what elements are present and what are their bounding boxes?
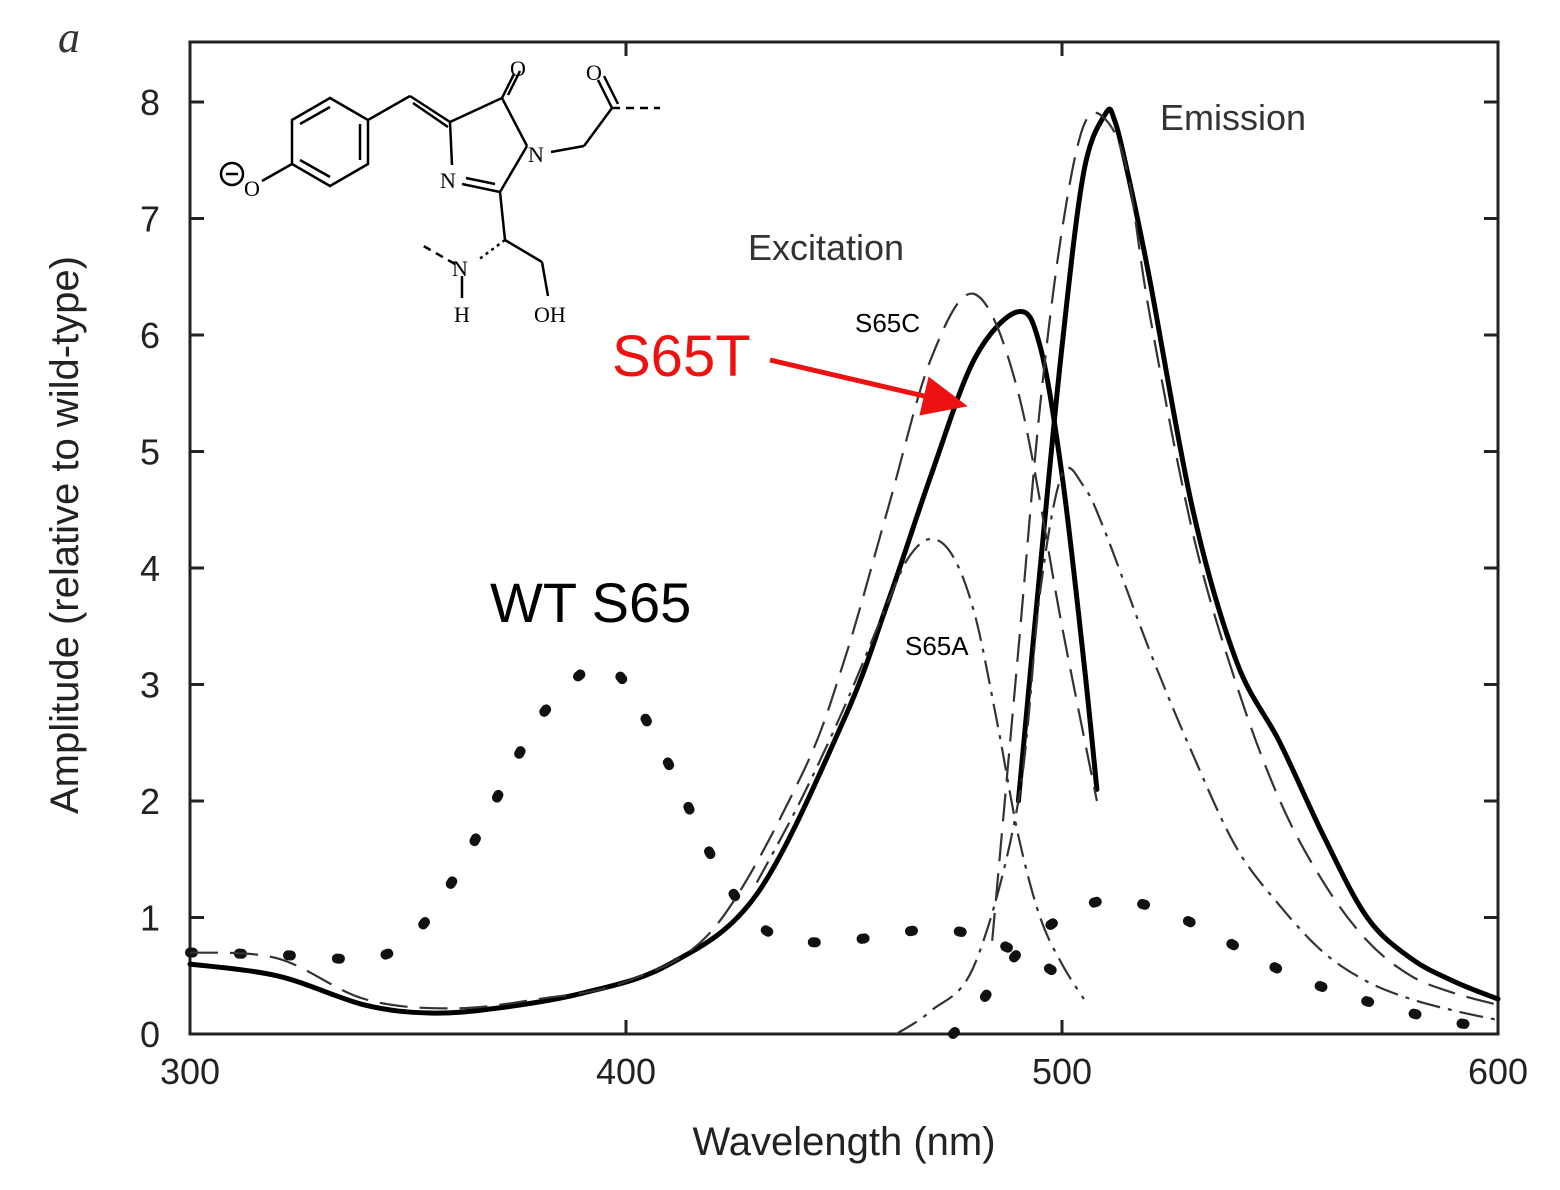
series-line-s65a-emission bbox=[895, 466, 1499, 1035]
chromophore-atom-labels: O O N N O N H OH bbox=[244, 56, 602, 327]
axis-ticks: 300 400 500 600 0 1 2 3 4 5 6 7 8 bbox=[140, 42, 1528, 1092]
excitation-label: Excitation bbox=[748, 227, 904, 268]
y-tick-label: 7 bbox=[140, 199, 160, 240]
x-tick-label: 400 bbox=[596, 1051, 656, 1092]
svg-text:O: O bbox=[510, 56, 526, 81]
x-axis-title: Wavelength (nm) bbox=[692, 1120, 995, 1164]
panel-label: a bbox=[58, 13, 80, 62]
s65t-arrow bbox=[769, 357, 968, 416]
series-line-wt-s65-excitation bbox=[185, 660, 1067, 981]
x-tick-label: 600 bbox=[1468, 1051, 1528, 1092]
s65a-label: S65A bbox=[905, 631, 969, 661]
x-tick-label: 300 bbox=[160, 1051, 220, 1092]
y-tick-label: 6 bbox=[140, 315, 160, 356]
series-line-s65a-excitation bbox=[755, 537, 1085, 1000]
wt-label: WT S65 bbox=[490, 571, 691, 634]
series-line-s65t-emission bbox=[1015, 106, 1501, 1002]
x-tick-label: 500 bbox=[1032, 1051, 1092, 1092]
series-line-wt-s65-emission bbox=[948, 894, 1503, 1039]
svg-text:O: O bbox=[244, 176, 260, 201]
y-tick-label: 3 bbox=[140, 665, 160, 706]
y-tick-label: 0 bbox=[140, 1014, 160, 1055]
svg-text:N: N bbox=[440, 168, 456, 193]
series-line-s65c-excitation bbox=[189, 292, 1098, 1010]
svg-text:H: H bbox=[454, 302, 470, 327]
series-line-s65c-emission bbox=[991, 111, 1499, 1006]
s65t-label: S65T bbox=[612, 324, 751, 389]
emission-label: Emission bbox=[1160, 97, 1306, 138]
y-axis-title: Amplitude (relative to wild-type) bbox=[43, 256, 87, 814]
svg-text:O: O bbox=[586, 60, 602, 85]
y-tick-label: 5 bbox=[140, 432, 160, 473]
svg-text:OH: OH bbox=[534, 302, 566, 327]
svg-text:N: N bbox=[528, 142, 544, 167]
y-tick-label: 2 bbox=[140, 781, 160, 822]
y-tick-label: 1 bbox=[140, 898, 160, 939]
s65c-label: S65C bbox=[855, 308, 920, 338]
series-line-s65t-excitation bbox=[187, 309, 1100, 1016]
chromophore-structure bbox=[219, 70, 660, 298]
y-tick-label: 8 bbox=[140, 82, 160, 123]
svg-text:N: N bbox=[452, 256, 468, 281]
series-layer bbox=[185, 106, 1503, 1039]
plot-frame bbox=[188, 40, 1500, 1036]
y-tick-label: 4 bbox=[140, 548, 160, 589]
